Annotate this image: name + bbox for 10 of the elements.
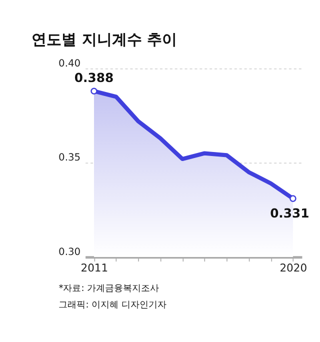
data-label: 0.388 <box>74 70 114 85</box>
text: *자료: 가계금융복지조사 <box>58 284 160 294</box>
y-tick-label: 0.35 <box>58 152 81 164</box>
y-tick-label: 0.40 <box>58 58 81 70</box>
x-tick-label: 2020 <box>280 261 308 274</box>
data-label: 0.331 <box>270 206 310 221</box>
y-tick-label: 0.30 <box>58 246 81 258</box>
text: 그래픽: 이지혜 디자인기자 <box>58 300 167 310</box>
x-tick-label: 2011 <box>80 261 108 274</box>
chart-title: 연도별 지니계수 추이 <box>32 30 178 48</box>
